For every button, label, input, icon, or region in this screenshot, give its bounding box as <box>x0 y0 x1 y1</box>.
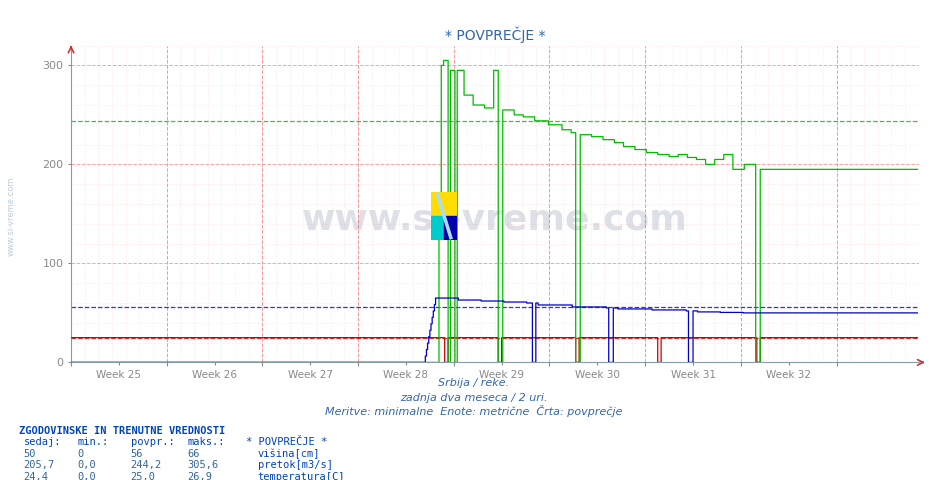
Text: 66: 66 <box>188 449 200 459</box>
Text: sedaj:: sedaj: <box>24 437 62 447</box>
Text: zadnja dva meseca / 2 uri.: zadnja dva meseca / 2 uri. <box>400 393 547 403</box>
Text: višina[cm]: višina[cm] <box>258 448 320 459</box>
Text: Srbija / reke.: Srbija / reke. <box>438 378 509 388</box>
Text: 50: 50 <box>24 449 36 459</box>
Text: Meritve: minimalne  Enote: metrične  Črta: povprečje: Meritve: minimalne Enote: metrične Črta:… <box>325 405 622 417</box>
Text: maks.:: maks.: <box>188 437 225 447</box>
Text: povpr.:: povpr.: <box>131 437 174 447</box>
Text: 24,4: 24,4 <box>24 472 48 480</box>
Text: 244,2: 244,2 <box>131 460 162 470</box>
Text: min.:: min.: <box>78 437 109 447</box>
Text: ZGODOVINSKE IN TRENUTNE VREDNOSTI: ZGODOVINSKE IN TRENUTNE VREDNOSTI <box>19 426 225 436</box>
Bar <box>431 216 444 240</box>
Bar <box>431 192 457 216</box>
Text: 0,0: 0,0 <box>78 472 97 480</box>
Text: pretok[m3/s]: pretok[m3/s] <box>258 460 332 470</box>
Text: 0: 0 <box>78 449 84 459</box>
Bar <box>444 216 457 240</box>
Text: temperatura[C]: temperatura[C] <box>258 472 345 480</box>
Text: 56: 56 <box>131 449 143 459</box>
Text: www.si-vreme.com: www.si-vreme.com <box>302 203 688 237</box>
Title: * POVPREČJE *: * POVPREČJE * <box>444 26 545 43</box>
Text: www.si-vreme.com: www.si-vreme.com <box>7 176 16 256</box>
Text: * POVPREČJE *: * POVPREČJE * <box>246 437 328 447</box>
Text: 0,0: 0,0 <box>78 460 97 470</box>
Text: 205,7: 205,7 <box>24 460 55 470</box>
Text: 305,6: 305,6 <box>188 460 219 470</box>
Text: 25,0: 25,0 <box>131 472 155 480</box>
Text: 26,9: 26,9 <box>188 472 212 480</box>
